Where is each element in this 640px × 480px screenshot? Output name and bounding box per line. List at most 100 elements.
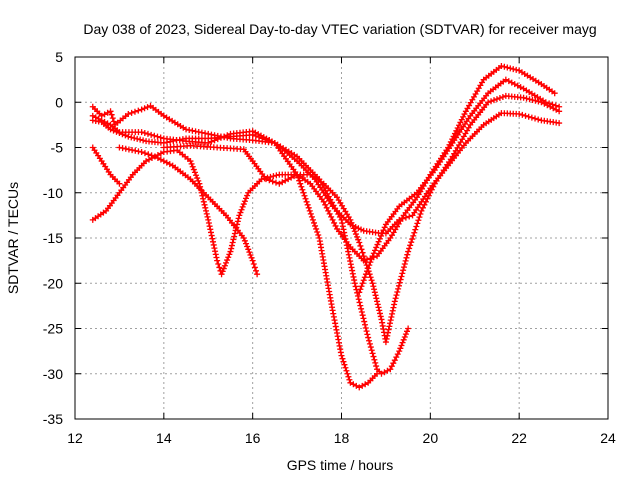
data-point-marker — [349, 267, 356, 274]
data-point-marker — [396, 279, 403, 286]
data-point-marker — [374, 301, 381, 308]
data-point-marker — [356, 239, 363, 246]
data-point-marker — [110, 118, 117, 125]
axis-ticks: 12 14 16 18 20 22 24 5 0 -5 -10 -15 -20 -25 -30 -35 — [43, 49, 616, 446]
data-point-marker — [351, 280, 358, 287]
data-point-marker — [131, 108, 138, 115]
data-point-marker — [107, 108, 114, 115]
data-point-marker — [414, 220, 421, 227]
data-point-marker — [361, 274, 368, 281]
data-point-marker — [383, 335, 390, 342]
data-point-marker — [300, 189, 307, 196]
data-point-marker — [320, 198, 327, 205]
data-point-marker — [347, 216, 354, 223]
data-point-marker — [386, 323, 393, 330]
data-point-marker — [408, 239, 415, 246]
data-point-marker — [393, 292, 400, 299]
data-point-marker — [232, 227, 239, 234]
data-point-marker — [419, 204, 426, 211]
data-point-marker — [535, 116, 542, 123]
data-point-marker — [371, 356, 378, 363]
data-point-marker — [197, 186, 204, 193]
data-point-marker — [187, 158, 194, 165]
x-tick-label: 16 — [245, 430, 261, 446]
data-point-marker — [240, 201, 247, 208]
data-point-marker — [411, 229, 418, 236]
data-point-marker — [551, 90, 558, 97]
data-point-marker — [135, 107, 142, 114]
data-point-marker — [402, 331, 409, 338]
data-point-marker — [245, 246, 252, 253]
data-point-marker — [231, 233, 238, 240]
data-point-marker — [346, 376, 353, 383]
data-point-marker — [241, 237, 248, 244]
data-point-marker — [206, 223, 213, 230]
data-point-marker — [345, 251, 352, 258]
data-point-marker — [141, 130, 148, 137]
data-point-marker — [369, 280, 376, 287]
data-point-marker — [116, 130, 123, 137]
data-point-marker — [399, 270, 406, 277]
data-point-marker — [391, 301, 398, 308]
data-point-marker — [367, 259, 374, 266]
data-point-marker — [493, 96, 500, 103]
data-point-marker — [498, 63, 505, 70]
data-point-marker — [374, 298, 381, 305]
data-point-marker — [240, 235, 247, 241]
data-point-marker — [108, 111, 115, 118]
data-point-marker — [390, 304, 397, 311]
data-point-marker — [366, 262, 373, 269]
data-point-marker — [387, 366, 394, 373]
data-point-marker — [304, 201, 311, 208]
data-point-marker — [338, 352, 345, 359]
data-point-marker — [200, 195, 207, 202]
data-point-marker — [339, 220, 346, 227]
data-point-marker — [376, 235, 383, 242]
data-point-marker — [122, 132, 129, 139]
data-point-marker — [243, 195, 250, 202]
data-point-marker — [552, 102, 559, 109]
data-point-marker — [298, 183, 305, 190]
data-point-marker — [461, 111, 468, 118]
data-point-marker — [326, 210, 333, 217]
x-tick-label: 20 — [423, 430, 439, 446]
data-point-marker — [244, 243, 251, 250]
data-point-marker — [357, 286, 364, 293]
data-point-marker — [305, 204, 312, 211]
data-point-marker — [415, 217, 422, 224]
data-point-marker — [496, 95, 503, 102]
data-point-marker — [204, 213, 211, 220]
data-point-marker — [218, 271, 225, 278]
grid — [75, 57, 608, 419]
series-track-9 — [382, 110, 563, 237]
data-point-marker — [504, 64, 511, 71]
data-point-marker — [200, 198, 207, 205]
data-point-marker — [148, 131, 155, 138]
data-point-marker — [251, 264, 258, 271]
data-point-marker — [243, 240, 250, 247]
data-point-marker — [141, 105, 148, 112]
data-point-marker — [519, 111, 526, 118]
data-point-marker — [345, 248, 352, 255]
data-point-marker — [145, 151, 152, 158]
x-tick-label: 22 — [511, 430, 527, 446]
data-point-marker — [342, 364, 349, 371]
data-point-marker — [307, 210, 314, 217]
series-track-7 — [160, 92, 563, 346]
data-point-marker — [221, 262, 228, 269]
data-point-marker — [352, 283, 359, 290]
data-point-marker — [197, 183, 204, 190]
data-point-marker — [373, 363, 380, 370]
data-point-marker — [485, 99, 492, 106]
data-point-marker — [252, 267, 259, 274]
data-point-marker — [212, 251, 219, 258]
data-point-marker — [369, 350, 376, 357]
data-point-marker — [209, 235, 216, 242]
data-point-marker — [236, 212, 243, 219]
data-point-marker — [389, 307, 396, 314]
data-point-marker — [381, 224, 388, 231]
data-point-marker — [347, 258, 354, 265]
data-point-marker — [231, 230, 238, 237]
data-point-marker — [270, 173, 277, 180]
